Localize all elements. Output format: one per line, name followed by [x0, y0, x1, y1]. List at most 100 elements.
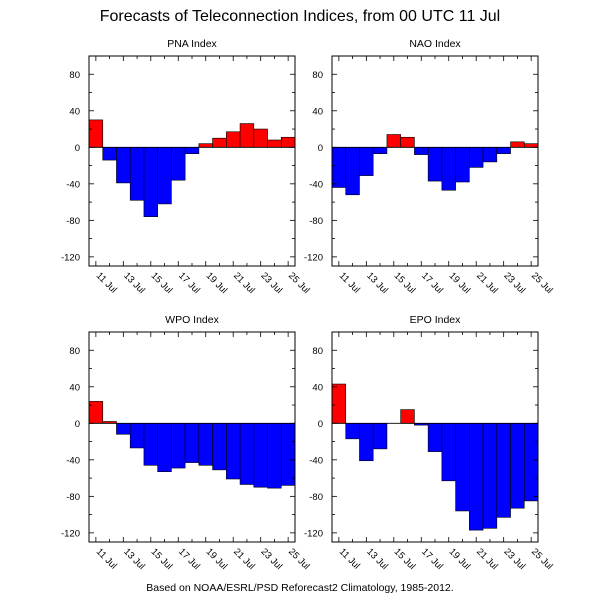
y-tick-label: -80 — [66, 216, 80, 227]
bar-25-jul — [280, 136, 296, 148]
x-tick-label: 23 Jul — [259, 270, 285, 296]
bar-25-jul — [523, 143, 539, 148]
bar-16-jul — [400, 136, 415, 148]
y-tick-label: -40 — [309, 455, 323, 466]
y-tick-label: 0 — [318, 143, 323, 154]
bar-15-jul — [143, 147, 158, 217]
x-tick-label: 25 Jul — [529, 270, 555, 296]
bar-19-jul — [198, 423, 213, 466]
y-tick-label: -80 — [66, 492, 80, 503]
panel-title: WPO Index — [165, 314, 219, 326]
x-tick-label: 19 Jul — [204, 270, 230, 296]
bar-24-jul — [510, 141, 525, 148]
bar-18-jul — [427, 147, 443, 182]
footer-note: Based on NOAA/ESRL/PSD Reforecast2 Clima… — [146, 582, 454, 594]
bar-22-jul — [482, 147, 498, 163]
bar-19-jul — [441, 423, 456, 482]
bar-14-jul — [372, 147, 388, 154]
x-tick-label: 13 Jul — [121, 270, 147, 296]
bar-19-jul — [441, 147, 456, 191]
bar-25-jul — [280, 423, 296, 486]
x-tick-label: 25 Jul — [286, 546, 312, 572]
y-tick-label: -40 — [309, 179, 323, 190]
y-tick-label: -120 — [61, 528, 80, 539]
bar-21-jul — [469, 147, 484, 168]
panel-nao: NAO Index -120 -80 -40 0 40 80 11 Jul 13 Jul 15 J… — [304, 38, 555, 296]
y-tick-label: -120 — [304, 528, 323, 539]
bar-16-jul — [157, 147, 172, 205]
x-tick-label: 15 Jul — [392, 546, 418, 572]
bar-16-jul — [400, 409, 415, 424]
y-tick-label: -40 — [66, 455, 80, 466]
x-tick-label: 15 Jul — [149, 270, 175, 296]
x-tick-label: 21 Jul — [474, 546, 500, 572]
bar-23-jul — [253, 128, 268, 148]
x-tick-label: 23 Jul — [259, 546, 285, 572]
bar-12-jul — [345, 423, 360, 440]
y-tick-label: 0 — [318, 419, 323, 430]
bar-14-jul — [129, 147, 145, 201]
bar-16-jul — [157, 423, 172, 472]
x-tick-label: 25 Jul — [286, 270, 312, 296]
x-tick-label: 15 Jul — [149, 546, 175, 572]
bar-19-jul — [198, 143, 213, 148]
bar-11-jul — [331, 383, 347, 424]
bar-23-jul — [253, 423, 268, 488]
bar-18-jul — [184, 147, 200, 154]
panel-title: PNA Index — [167, 38, 217, 50]
y-tick-label: 80 — [312, 346, 323, 357]
y-tick-label: -40 — [66, 179, 80, 190]
bar-24-jul — [267, 139, 282, 148]
x-tick-label: 15 Jul — [392, 270, 418, 296]
bar-13-jul — [359, 423, 374, 462]
bar-22-jul — [482, 423, 498, 529]
x-tick-label: 11 Jul — [94, 270, 119, 295]
bar-12-jul — [102, 147, 117, 161]
y-tick-label: 40 — [312, 106, 323, 117]
main-title: Forecasts of Teleconnection Indices, fro… — [99, 8, 501, 25]
bar-18-jul — [427, 423, 443, 452]
bar-14-jul — [372, 423, 388, 450]
y-tick-label: -120 — [304, 252, 323, 263]
bar-21-jul — [226, 423, 241, 480]
bar-17-jul — [171, 423, 186, 469]
panel-wpo: WPO Index -120 -80 -40 0 40 80 11 Jul 13 Jul 15 J… — [61, 314, 312, 572]
y-tick-label: 0 — [75, 419, 80, 430]
x-tick-label: 23 Jul — [502, 546, 528, 572]
x-tick-label: 13 Jul — [364, 546, 390, 572]
x-tick-label: 19 Jul — [447, 270, 473, 296]
y-tick-label: 40 — [69, 106, 80, 117]
bar-18-jul — [184, 423, 200, 463]
x-tick-label: 19 Jul — [447, 546, 473, 572]
bar-23-jul — [496, 147, 511, 154]
y-tick-label: 80 — [69, 70, 80, 81]
x-tick-label: 17 Jul — [176, 546, 202, 572]
bar-11-jul — [88, 119, 104, 148]
bar-25-jul — [523, 423, 539, 502]
bar-13-jul — [116, 147, 131, 184]
bar-22-jul — [239, 123, 255, 148]
x-tick-label: 17 Jul — [419, 270, 445, 296]
x-tick-label: 23 Jul — [502, 270, 528, 296]
x-tick-label: 19 Jul — [204, 546, 230, 572]
x-tick-label: 17 Jul — [176, 270, 202, 296]
y-tick-label: -80 — [309, 216, 323, 227]
bar-20-jul — [455, 423, 470, 512]
x-tick-label: 21 Jul — [231, 546, 257, 572]
bar-22-jul — [239, 423, 255, 485]
x-tick-label: 13 Jul — [364, 270, 390, 296]
x-tick-label: 25 Jul — [529, 546, 555, 572]
bar-11-jul — [331, 147, 347, 188]
bar-17-jul — [171, 147, 186, 181]
y-tick-label: -80 — [309, 492, 323, 503]
bar-24-jul — [267, 423, 282, 489]
panel-pna: PNA Index -120 -80 -40 0 40 80 11 Jul 13 Jul 15 J… — [61, 38, 312, 296]
y-tick-label: -120 — [61, 252, 80, 263]
bar-23-jul — [496, 423, 511, 518]
bar-20-jul — [212, 137, 227, 148]
x-tick-label: 17 Jul — [419, 546, 445, 572]
bar-21-jul — [226, 131, 241, 148]
bar-13-jul — [116, 423, 131, 435]
panel-epo: EPO Index -120 -80 -40 0 40 80 11 Jul 13 Jul 15 J… — [304, 314, 555, 572]
